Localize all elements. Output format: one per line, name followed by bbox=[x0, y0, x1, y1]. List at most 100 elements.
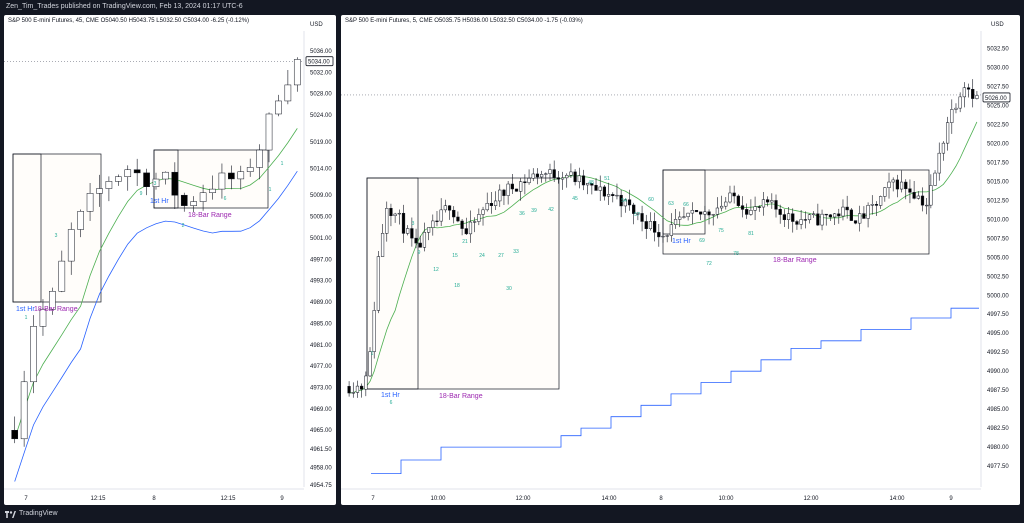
candle-body bbox=[443, 205, 447, 211]
first-hour-box bbox=[12, 153, 42, 303]
x-tick-label: 12:00 bbox=[803, 496, 819, 502]
candle-body bbox=[115, 176, 122, 182]
candle-body bbox=[619, 194, 623, 207]
candle-body bbox=[552, 169, 556, 178]
moving-average-blue bbox=[14, 170, 298, 482]
candle-body bbox=[606, 194, 611, 197]
y-tick-label: 5015.00 bbox=[987, 179, 1009, 185]
candle-body bbox=[368, 351, 372, 377]
y-tick-label: 5001.00 bbox=[310, 236, 332, 242]
candle-body bbox=[560, 177, 565, 180]
candle-body bbox=[879, 196, 883, 206]
candle-body bbox=[573, 171, 577, 183]
bar-count-label: 69 bbox=[699, 238, 705, 244]
y-tick-label: 4987.50 bbox=[987, 388, 1009, 394]
bar-count-label: 1 bbox=[25, 315, 28, 321]
candle-body bbox=[464, 228, 468, 235]
candle-body bbox=[690, 210, 694, 214]
y-tick-label: 5024.00 bbox=[310, 113, 332, 119]
candle-body bbox=[502, 189, 506, 196]
candle-body bbox=[385, 208, 389, 234]
range-label: 18-Bar Range bbox=[773, 257, 817, 264]
bar-count-label: 78 bbox=[733, 251, 739, 257]
y-tick-label: 5000.00 bbox=[987, 293, 1009, 299]
candle-body bbox=[393, 213, 397, 216]
candle-body bbox=[627, 199, 632, 206]
eighteen-bar-range-box bbox=[12, 153, 102, 303]
candle-body bbox=[640, 213, 644, 222]
candle-body bbox=[820, 213, 824, 226]
candle-body bbox=[39, 309, 47, 327]
candle-body bbox=[832, 213, 837, 218]
candle-body bbox=[849, 209, 853, 221]
candle-body bbox=[401, 212, 406, 234]
candle-body bbox=[190, 201, 197, 206]
x-tick-label: 8 bbox=[152, 496, 156, 502]
candle-body bbox=[812, 213, 816, 215]
candle-body bbox=[376, 256, 381, 311]
chart-5min-svg[interactable]: 5032.50 5030.00 5027.50 5025.00 5022.50 5020.… bbox=[341, 15, 1020, 505]
candle-body bbox=[937, 152, 941, 174]
candle-body bbox=[422, 232, 427, 248]
candle-body bbox=[661, 235, 665, 238]
y-tick-label: 5017.50 bbox=[987, 160, 1009, 166]
candle-body bbox=[209, 188, 216, 193]
candle-body bbox=[837, 213, 841, 217]
candle-body bbox=[427, 227, 431, 233]
bar-count-label: 6 bbox=[224, 196, 227, 202]
candle-body bbox=[904, 181, 908, 190]
candle-body bbox=[686, 212, 690, 217]
candle-body bbox=[431, 220, 435, 228]
last-price-label: 5026.00 bbox=[985, 96, 1007, 102]
chart-45min-svg[interactable]: 5036.00 5032.00 5028.00 5024.00 5019.00 5014.… bbox=[4, 15, 336, 505]
candle-body bbox=[636, 213, 640, 215]
range-label: 18-Bar Range bbox=[188, 212, 232, 219]
y-tick-label: 5019.00 bbox=[310, 140, 332, 146]
chart-panel-5min[interactable]: S&P 500 E-mini Futures, 5, CME O5035.75 … bbox=[341, 15, 1020, 505]
candle-body bbox=[770, 200, 774, 203]
candle-body bbox=[535, 173, 540, 178]
y-tick-label: 5005.00 bbox=[987, 255, 1009, 261]
y-tick-label: 4985.00 bbox=[987, 407, 1009, 413]
candle-body bbox=[707, 211, 711, 216]
candle-body bbox=[481, 209, 485, 215]
chart-panel-45min[interactable]: S&P 500 E-mini Futures, 45, CME O5040.50… bbox=[4, 15, 336, 505]
candle-body bbox=[908, 188, 912, 193]
candle-body bbox=[58, 260, 66, 292]
y-tick-label: 5032.50 bbox=[987, 47, 1009, 53]
candle-body bbox=[105, 181, 113, 189]
candle-body bbox=[711, 214, 715, 216]
candle-body bbox=[256, 149, 263, 168]
candle-body bbox=[724, 201, 728, 207]
y-tick-label: 4977.00 bbox=[310, 364, 332, 370]
candle-body bbox=[954, 107, 958, 110]
candle-body bbox=[506, 183, 510, 196]
candle-body bbox=[799, 219, 803, 225]
bar-count-label: 9 bbox=[418, 250, 421, 256]
eighteen-bar-range-box bbox=[662, 169, 930, 255]
candle-body bbox=[351, 392, 355, 394]
x-tick-label: 10:00 bbox=[718, 496, 734, 502]
candle-body bbox=[807, 214, 812, 221]
candle-body bbox=[925, 204, 929, 207]
candle-body bbox=[966, 87, 971, 90]
x-tick-label: 12:00 bbox=[515, 496, 531, 502]
candle-body bbox=[77, 211, 84, 230]
eighteen-bar-range-box bbox=[153, 149, 269, 209]
y-tick-label: 5022.50 bbox=[987, 122, 1009, 128]
candle-body bbox=[143, 172, 150, 187]
last-price-label: 5034.00 bbox=[308, 60, 330, 66]
bar-count-label: 60 bbox=[648, 197, 654, 203]
candle-body bbox=[975, 95, 979, 99]
range-label: 18-Bar Range bbox=[34, 306, 78, 313]
candle-body bbox=[887, 181, 891, 188]
candle-body bbox=[598, 186, 602, 191]
candle-body bbox=[460, 220, 464, 229]
candle-body bbox=[719, 205, 724, 209]
candle-body bbox=[133, 169, 141, 174]
y-tick-label: 4993.00 bbox=[310, 279, 332, 285]
y-tick-label: 4973.00 bbox=[310, 386, 332, 392]
y-tick-label: 5032.00 bbox=[310, 70, 332, 76]
bar-count-label: 30 bbox=[506, 286, 512, 292]
candle-body bbox=[786, 213, 791, 220]
